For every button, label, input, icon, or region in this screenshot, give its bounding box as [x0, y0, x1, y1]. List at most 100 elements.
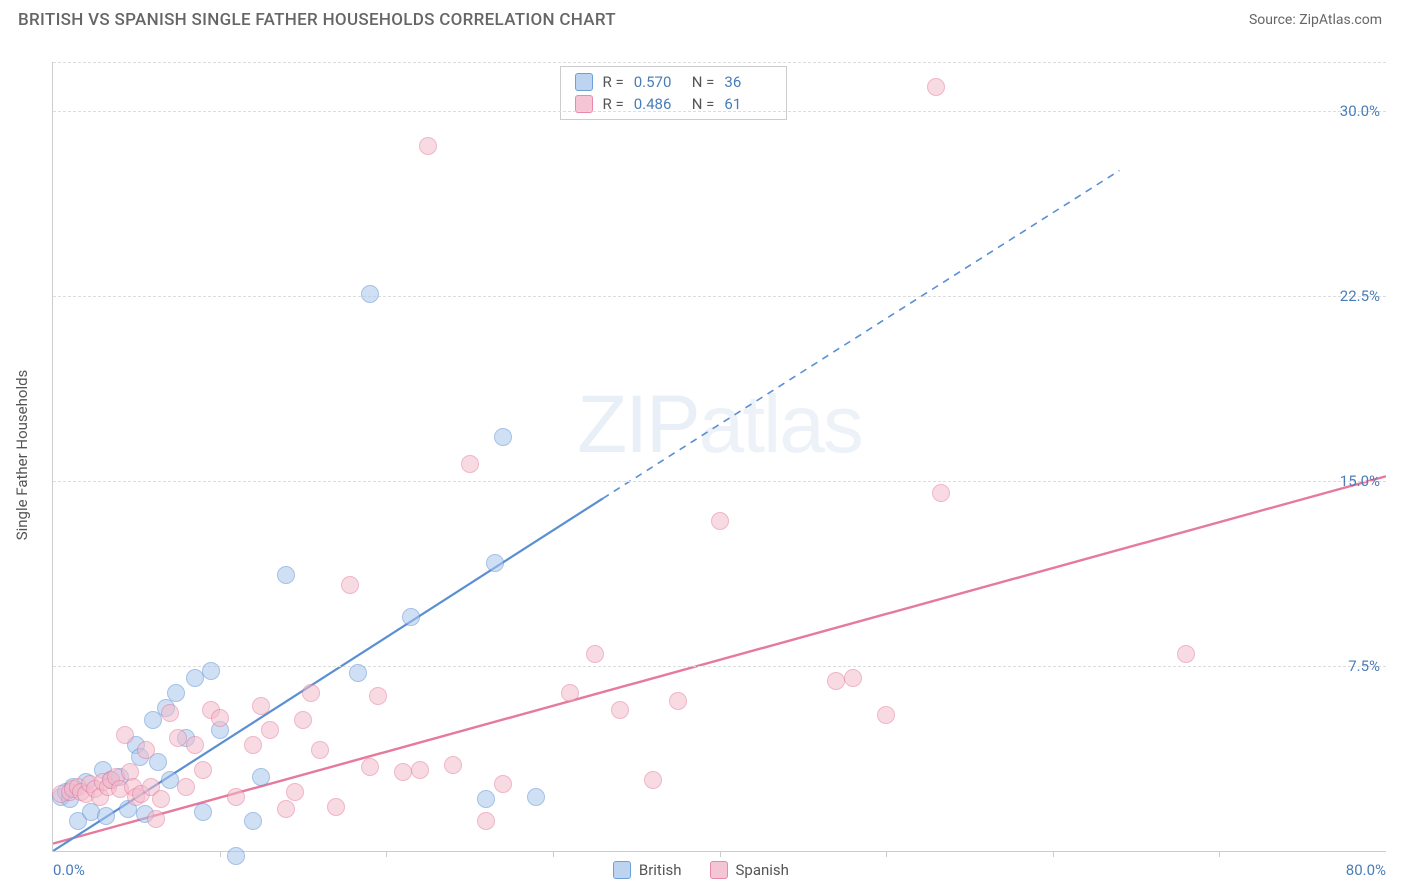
- spanish-marker: [327, 798, 345, 816]
- y-tick-label: 15.0%: [1340, 472, 1380, 490]
- gridline: [53, 481, 1386, 482]
- spanish-marker: [294, 711, 312, 729]
- trend-lines: [53, 62, 1386, 851]
- legend-item-spanish: Spanish: [710, 861, 789, 879]
- chart-title: BRITISH VS SPANISH SINGLE FATHER HOUSEHO…: [18, 10, 616, 30]
- spanish-marker: [311, 741, 329, 759]
- spanish-swatch: [710, 861, 728, 879]
- british-marker: [202, 662, 220, 680]
- spanish-marker: [827, 672, 845, 690]
- spanish-marker: [116, 726, 134, 744]
- spanish-marker: [302, 684, 320, 702]
- r-label: R =: [603, 73, 624, 91]
- spanish-marker: [244, 736, 262, 754]
- spanish-marker: [669, 692, 687, 710]
- british-marker: [167, 684, 185, 702]
- y-tick-label: 7.5%: [1348, 657, 1380, 675]
- british-marker: [161, 771, 179, 789]
- watermark: ZIPatlas: [577, 378, 862, 472]
- x-tick: [1053, 851, 1054, 857]
- source-label: Source: ZipAtlas.com: [1249, 12, 1382, 28]
- y-axis-label: Single Father Households: [13, 370, 31, 541]
- spanish-marker: [611, 701, 629, 719]
- y-tick-label: 30.0%: [1340, 102, 1380, 120]
- spanish-marker: [211, 709, 229, 727]
- spanish-marker: [444, 756, 462, 774]
- spanish-marker: [186, 736, 204, 754]
- british-r-value: 0.570: [634, 73, 682, 91]
- spanish-marker: [341, 576, 359, 594]
- spanish-marker: [494, 775, 512, 793]
- british-marker: [277, 566, 295, 584]
- spanish-marker: [477, 812, 495, 830]
- spanish-marker: [1177, 645, 1195, 663]
- british-marker: [486, 554, 504, 572]
- british-legend-label: British: [639, 861, 682, 879]
- x-tick: [1219, 851, 1220, 857]
- spanish-marker: [411, 761, 429, 779]
- spanish-r-value: 0.486: [634, 95, 682, 113]
- r-label: R =: [603, 95, 624, 113]
- spanish-marker: [927, 78, 945, 96]
- spanish-marker: [277, 800, 295, 818]
- spanish-marker: [932, 484, 950, 502]
- british-marker: [494, 428, 512, 446]
- spanish-swatch: [575, 95, 593, 113]
- spanish-marker: [177, 778, 195, 796]
- spanish-marker: [877, 706, 895, 724]
- spanish-marker: [194, 761, 212, 779]
- n-label: N =: [692, 95, 715, 113]
- british-marker: [349, 664, 367, 682]
- spanish-marker: [137, 741, 155, 759]
- spanish-marker: [419, 137, 437, 155]
- y-tick-label: 22.5%: [1340, 287, 1380, 305]
- spanish-marker: [394, 763, 412, 781]
- spanish-marker: [711, 512, 729, 530]
- spanish-marker: [844, 669, 862, 687]
- spanish-marker: [461, 455, 479, 473]
- x-tick: [220, 851, 221, 857]
- gridline: [53, 666, 1386, 667]
- spanish-legend-label: Spanish: [736, 861, 789, 879]
- spanish-marker: [286, 783, 304, 801]
- spanish-marker: [147, 810, 165, 828]
- x-tick: [886, 851, 887, 857]
- spanish-n-value: 61: [724, 95, 772, 113]
- british-marker: [194, 803, 212, 821]
- british-n-value: 36: [724, 73, 772, 91]
- british-marker: [227, 847, 245, 865]
- spanish-marker: [252, 697, 270, 715]
- x-tick: [720, 851, 721, 857]
- gridline: [53, 296, 1386, 297]
- british-marker: [361, 285, 379, 303]
- british-marker: [252, 768, 270, 786]
- spanish-marker: [369, 687, 387, 705]
- british-marker: [97, 807, 115, 825]
- british-swatch: [575, 73, 593, 91]
- british-marker: [477, 790, 495, 808]
- gridline: [53, 111, 1386, 112]
- british-swatch: [613, 861, 631, 879]
- legend-item-british: British: [613, 861, 682, 879]
- spanish-marker: [261, 721, 279, 739]
- spanish-marker: [152, 790, 170, 808]
- spanish-marker: [586, 645, 604, 663]
- legend: British Spanish: [613, 861, 789, 879]
- spanish-marker: [169, 729, 187, 747]
- x-tick: [553, 851, 554, 857]
- spanish-marker: [227, 788, 245, 806]
- spanish-marker: [561, 684, 579, 702]
- gridline: [53, 62, 1386, 63]
- spanish-marker: [361, 758, 379, 776]
- british-marker: [244, 812, 262, 830]
- british-marker: [402, 608, 420, 626]
- x-tick: [386, 851, 387, 857]
- stats-row-british: R = 0.570 N = 36: [575, 71, 773, 93]
- x-axis-max-label: 80.0%: [1346, 861, 1386, 879]
- british-marker: [186, 669, 204, 687]
- spanish-marker: [644, 771, 662, 789]
- british-marker: [527, 788, 545, 806]
- n-label: N =: [692, 73, 715, 91]
- x-axis-min-label: 0.0%: [53, 861, 85, 879]
- chart-plot-area: ZIPatlas R = 0.570 N = 36 R = 0.486 N = …: [52, 62, 1386, 852]
